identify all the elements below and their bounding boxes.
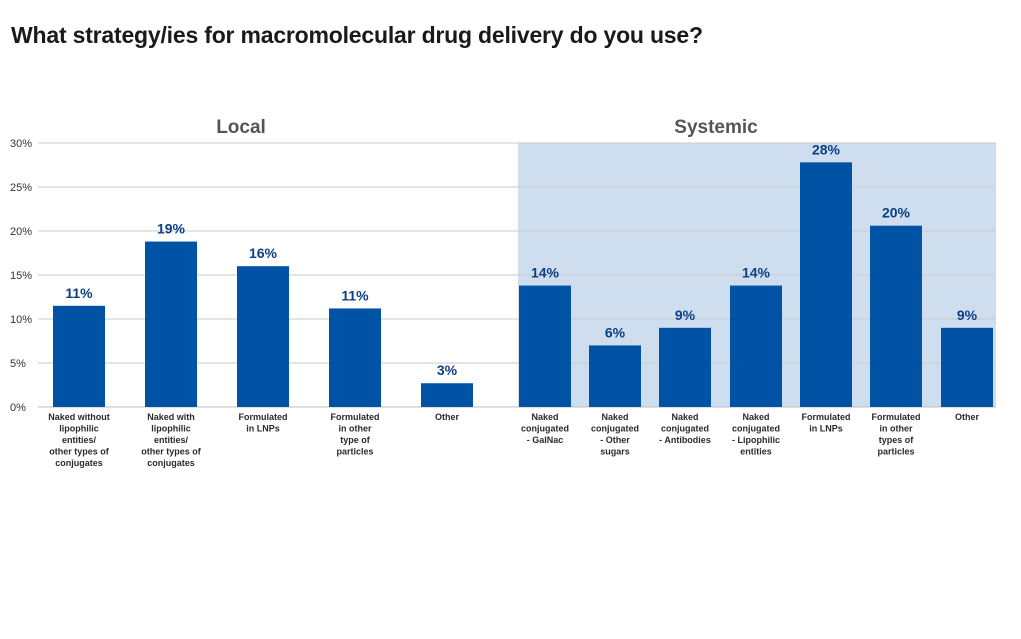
bar <box>421 383 473 407</box>
category-label: Naked without lipophilic entities/other ty… <box>48 412 110 468</box>
y-tick-label: 5% <box>10 358 26 370</box>
category-label: Naked conjugated - Other sugars <box>591 412 639 457</box>
bar <box>589 345 641 407</box>
bar <box>800 162 852 407</box>
labels: 0% 5% 10% 15% 20% 25% 30% Local 11% Naked without… <box>10 117 979 468</box>
y-tick-label: 10% <box>10 314 32 326</box>
category-label: Other <box>435 412 460 422</box>
group-title-local: Local <box>216 117 266 138</box>
data-label: 14% <box>742 265 771 281</box>
data-label: 11% <box>65 285 93 301</box>
category-label: Formulated in other type of particles <box>330 412 379 457</box>
bar <box>941 327 993 407</box>
category-label: Naked conjugated - Antibodies <box>659 412 711 445</box>
y-tick-label: 30% <box>10 138 32 150</box>
data-label: 3% <box>437 362 458 378</box>
bar <box>237 266 289 407</box>
group-title-systemic: Systemic <box>674 117 758 138</box>
data-label: 6% <box>605 324 626 340</box>
category-label: Formulated in other types of particles <box>871 412 920 457</box>
data-label: 9% <box>957 307 978 323</box>
data-label: 14% <box>531 265 560 281</box>
y-tick-label: 20% <box>10 226 32 238</box>
y-tick-label: 15% <box>10 270 32 282</box>
bar <box>659 327 711 407</box>
category-label: Naked conjugated - Lipophilic entities <box>732 412 780 457</box>
bar <box>329 308 381 407</box>
bar <box>870 225 922 407</box>
bars <box>53 162 993 407</box>
bar <box>519 285 571 407</box>
data-label: 20% <box>882 205 911 221</box>
y-tick-label: 0% <box>10 402 26 414</box>
y-tick-label: 25% <box>10 182 32 194</box>
data-label: 19% <box>157 221 186 237</box>
category-label: Naked with lipophilic entities/other types… <box>141 412 202 468</box>
category-label: Naked conjugated - GalNac <box>521 412 569 445</box>
bar <box>145 241 197 407</box>
category-label: Formulated in LNPs <box>238 412 287 434</box>
bar <box>53 305 105 407</box>
category-label: Other <box>955 412 980 422</box>
data-label: 9% <box>675 307 696 323</box>
bar <box>730 285 782 407</box>
data-label: 11% <box>341 287 369 303</box>
category-label: Formulated in LNPs <box>801 412 850 434</box>
data-label: 16% <box>249 245 278 261</box>
data-label: 28% <box>812 141 841 157</box>
chart-title: What strategy/ies for macromolecular dru… <box>11 22 703 48</box>
